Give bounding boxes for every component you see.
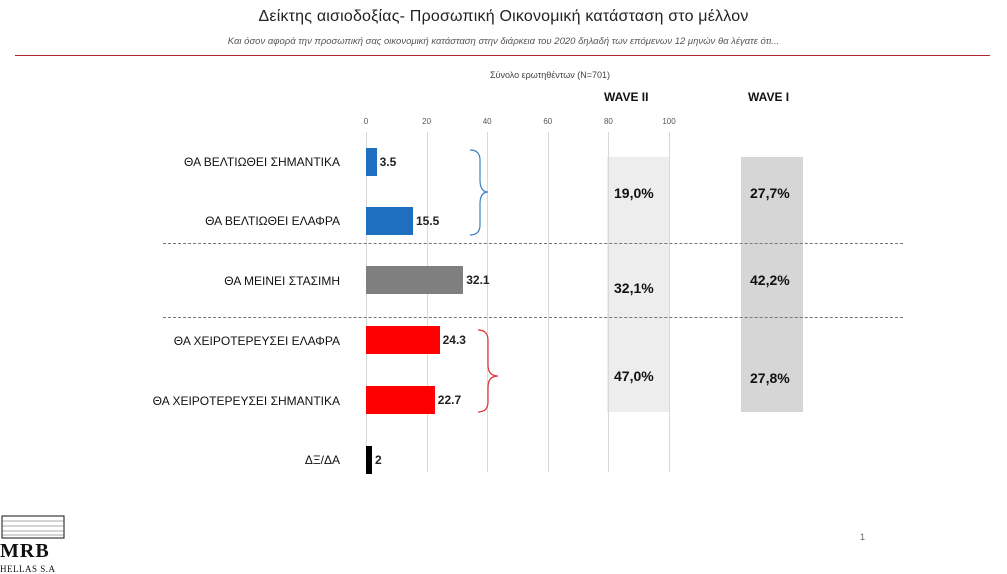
bar-value-label: 32.1 (466, 273, 490, 287)
wave-1-stable-value: 42,2% (750, 272, 790, 288)
x-tick-label: 100 (662, 117, 676, 126)
wave-2-worsen-value: 47,0% (614, 368, 654, 384)
bar-value-label: 22.7 (437, 393, 462, 407)
gridline (608, 132, 610, 472)
wave-1-heading: WAVE I (748, 90, 790, 104)
category-label: ΘΑ ΜΕΙΝΕΙ ΣΤΑΣΙΜΗ (224, 274, 340, 288)
bar-value-label: 3.5 (379, 155, 397, 169)
x-tick-label: 80 (603, 117, 613, 126)
logo-graphic (0, 514, 68, 540)
chart-subtitle: Και όσον αφορά την προσωπική σας οικονομ… (227, 36, 780, 47)
bar-value-label: 15.5 (415, 214, 440, 228)
wave-2-panel (607, 157, 669, 412)
bar (366, 326, 440, 354)
bar (366, 207, 413, 235)
mrb-logo: MRB HELLAS S.A (0, 514, 68, 574)
group-brackets (469, 149, 499, 413)
gridline (669, 132, 670, 472)
category-label: ΘΑ ΒΕΛΤΙΩΘΕΙ ΕΛΑΦΡΑ (205, 214, 340, 228)
wave-2-heading: WAVE II (604, 90, 649, 104)
title-divider (15, 55, 990, 56)
category-label: ΘΑ ΒΕΛΤΙΩΘΕΙ ΣΗΜΑΝΤΙΚΑ (184, 155, 340, 169)
base-label: Σύνολο ερωτηθέντων (N=701) (489, 70, 611, 80)
gridline (487, 132, 489, 472)
page-number: 1 (860, 532, 866, 542)
bar-value-label: 2 (375, 453, 382, 467)
x-tick-label: 40 (482, 117, 492, 126)
logo-subtitle: HELLAS S.A (0, 564, 56, 574)
improve-bracket (469, 149, 489, 236)
wave-2-stable-value: 32,1% (614, 280, 654, 296)
bar-value-label: 24.3 (442, 333, 466, 347)
x-tick-label: 0 (363, 117, 369, 126)
group-separator (163, 317, 903, 318)
x-tick-label: 60 (543, 117, 553, 126)
gridline (426, 132, 428, 472)
wave-2-improve-value: 19,0% (614, 185, 654, 201)
logo-name: MRB (0, 540, 50, 562)
gridline (547, 132, 549, 472)
gridline (366, 132, 367, 472)
wave-1-worsen-value: 27,8% (750, 370, 790, 386)
bar (366, 386, 435, 414)
wave-1-panel (741, 157, 803, 412)
category-label: ΘΑ ΧΕΙΡΟΤΕΡΕΥΣΕΙ ΣΗΜΑΝΤΙΚΑ (152, 394, 340, 408)
category-label: ΘΑ ΧΕΙΡΟΤΕΡΕΥΣΕΙ ΕΛΑΦΡΑ (173, 334, 340, 348)
category-label: ΔΞ/ΔΑ (304, 453, 340, 467)
chart-title: Δείκτης αισιοδοξίας- Προσωπική Οικονομικ… (258, 8, 749, 25)
bar (366, 446, 373, 474)
worsen-bracket (477, 329, 499, 413)
x-tick-label: 20 (422, 117, 432, 126)
group-separator (163, 243, 903, 244)
wave-1-improve-value: 27,7% (750, 185, 790, 201)
bar (366, 266, 464, 294)
bar (366, 148, 377, 176)
